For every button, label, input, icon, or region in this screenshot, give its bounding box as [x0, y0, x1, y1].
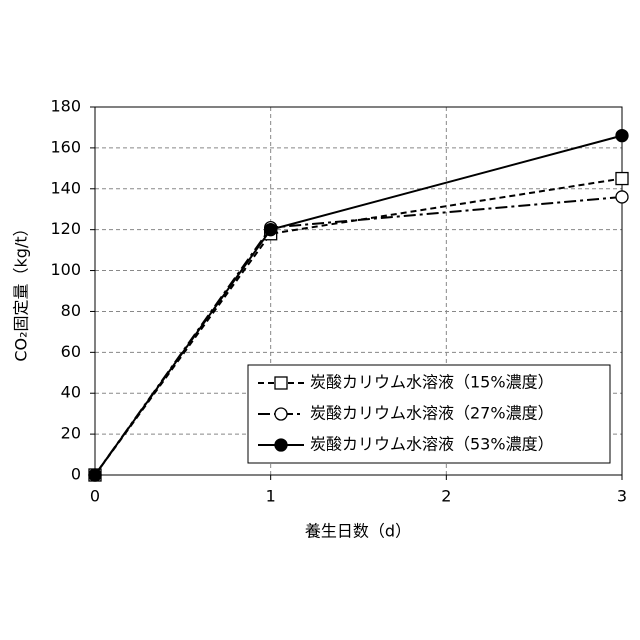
y-tick-label: 40: [61, 383, 81, 402]
marker: [89, 469, 101, 481]
y-tick-label: 120: [50, 219, 81, 238]
marker: [616, 130, 628, 142]
y-tick-label: 20: [61, 424, 81, 443]
x-tick-label: 1: [266, 487, 276, 506]
chart: CO₂固定量（kg/t） 養生日数（d） 0204060801001201401…: [0, 0, 640, 640]
x-tick-label: 2: [441, 487, 451, 506]
marker: [275, 439, 287, 451]
y-tick-label: 160: [50, 137, 81, 156]
y-tick-label: 80: [61, 301, 81, 320]
marker: [265, 224, 277, 236]
marker: [616, 191, 628, 203]
y-tick-label: 0: [71, 465, 81, 484]
x-axis-label: 養生日数（d）: [305, 522, 411, 541]
legend-label: 炭酸カリウム水溶液（53%濃度）: [310, 435, 554, 454]
y-tick-label: 180: [50, 97, 81, 116]
marker: [275, 377, 287, 389]
x-tick-label: 3: [617, 487, 627, 506]
y-axis-label: CO₂固定量（kg/t）: [12, 220, 31, 361]
marker: [275, 408, 287, 420]
y-tick-label: 140: [50, 178, 81, 197]
legend-label: 炭酸カリウム水溶液（27%濃度）: [310, 404, 554, 423]
x-tick-label: 0: [90, 487, 100, 506]
y-tick-label: 100: [50, 260, 81, 279]
y-tick-label: 60: [61, 342, 81, 361]
legend-label: 炭酸カリウム水溶液（15%濃度）: [310, 373, 554, 392]
marker: [616, 173, 628, 185]
